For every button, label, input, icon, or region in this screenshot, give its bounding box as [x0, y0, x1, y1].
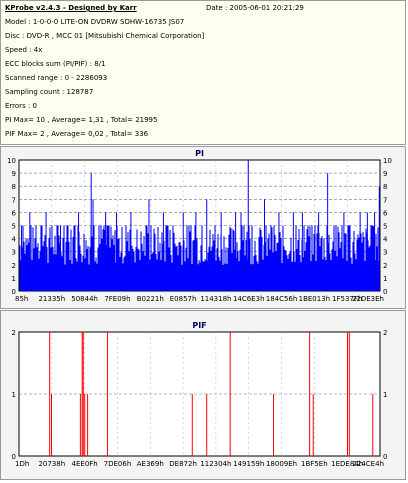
chart-title: PI: [195, 149, 204, 158]
app-title: KProbe v2.4.3 - Designed by Karr: [5, 4, 137, 12]
y-tick-label-right: 6: [383, 209, 388, 217]
pi-chart: PI 0 0 1 1 2 2 3 3 4 4 5 5 6 6 7 7 8 8 9 9 10 10 85h 21335h 50844…: [7, 149, 392, 303]
x-tick-label: B0221h: [137, 295, 164, 303]
y-tick-label-right: 10: [383, 157, 392, 165]
x-tick-label: 18009Eh: [266, 460, 297, 468]
info-pif-stats: PIF Max= 2 , Average= 0,02 , Total= 336: [5, 130, 149, 138]
info-range: Scanned range : 0 - 2286093: [5, 74, 108, 82]
scan-date: Date : 2005-06-01 20:21:29: [206, 4, 304, 12]
y-tick-label-left: 5: [12, 223, 16, 231]
info-sampling: Sampling count : 128787: [5, 88, 94, 96]
pif-chart: PIF 0 0 1 1 2 2 1Dh 20738h 4EE0Fh 7DE06h AE369h DE87…: [12, 321, 388, 468]
y-tick-label-right: 1: [383, 391, 387, 399]
y-tick-label-right: 7: [383, 196, 387, 204]
chart-title: PIF: [192, 321, 206, 330]
x-tick-label: 7FE09h: [104, 295, 130, 303]
y-tick-label-left: 9: [12, 170, 16, 178]
x-tick-label: 20738h: [38, 460, 65, 468]
x-tick-label: 1EDE84h: [331, 460, 363, 468]
info-pi-stats: PI Max= 10 , Average= 1,31 , Total= 2199…: [5, 116, 158, 124]
y-tick-label-right: 2: [383, 262, 387, 270]
x-tick-label: 4EE0Fh: [72, 460, 98, 468]
x-tick-label: 22DE3Eh: [352, 295, 384, 303]
y-tick-label-left: 8: [12, 183, 16, 191]
info-panel: KProbe v2.4.3 - Designed by Karr Date : …: [0, 0, 406, 145]
y-tick-label-right: 3: [383, 249, 387, 257]
y-tick-label-left: 0: [12, 288, 16, 296]
y-tick-label-right: 4: [383, 236, 388, 244]
y-tick-label-right: 9: [383, 170, 387, 178]
x-tick-label: 50844h: [71, 295, 98, 303]
x-tick-label: 1BF5Eh: [301, 460, 328, 468]
x-tick-label: 112304h: [200, 460, 231, 468]
x-tick-label: 1BE013h: [299, 295, 330, 303]
y-tick-label-right: 2: [383, 329, 387, 337]
y-tick-label-left: 4: [12, 236, 17, 244]
x-tick-label: 21335h: [38, 295, 65, 303]
x-tick-label: AE369h: [137, 460, 164, 468]
info-errors: Errors : 0: [5, 102, 37, 110]
y-tick-label-left: 0: [12, 453, 16, 461]
pif-chart-panel: PIF 0 0 1 1 2 2 1Dh 20738h 4EE0Fh 7DE06h AE369h DE87…: [0, 310, 406, 480]
pif-bars: [49, 332, 374, 456]
y-tick-label-left: 6: [12, 209, 17, 217]
y-tick-label-left: 3: [12, 249, 16, 257]
x-tick-label: DE872h: [169, 460, 197, 468]
pi-bars: [19, 160, 380, 291]
y-tick-label-left: 1: [12, 275, 16, 283]
x-tick-label: 14C6E3h: [233, 295, 265, 303]
y-tick-label-right: 0: [383, 288, 387, 296]
y-tick-label-right: 1: [383, 275, 387, 283]
y-tick-label-left: 7: [12, 196, 16, 204]
x-tick-label: 7DE06h: [104, 460, 132, 468]
y-tick-label-right: 0: [383, 453, 387, 461]
x-tick-label: 85h: [15, 295, 28, 303]
info-speed: Speed : 4x: [5, 46, 43, 54]
pi-chart-panel: PI 0 0 1 1 2 2 3 3 4 4 5 5 6 6 7 7 8 8 9 9 10 10 85h 21335h 50844…: [0, 146, 406, 309]
info-ecc: ECC blocks sum (PI/PIF) : 8/1: [5, 60, 106, 68]
x-tick-label: 224CE4h: [352, 460, 384, 468]
y-tick-label-left: 10: [7, 157, 16, 165]
y-tick-label-left: 1: [12, 391, 16, 399]
y-tick-label-left: 2: [12, 329, 16, 337]
y-tick-label-right: 8: [383, 183, 387, 191]
x-tick-label: 1F537Fh: [332, 295, 362, 303]
x-tick-label: 184C56h: [266, 295, 298, 303]
info-disc: Disc : DVD-R , MCC 01 [Mitsubishi Chemic…: [5, 32, 205, 40]
info-model: Model : 1-0-0-0 LITE-ON DVDRW SOHW-16735…: [5, 18, 185, 26]
x-tick-label: 1Dh: [15, 460, 29, 468]
y-tick-label-right: 5: [383, 223, 387, 231]
x-tick-label: E0857h: [170, 295, 197, 303]
x-tick-label: 149159h: [233, 460, 264, 468]
x-tick-label: 114318h: [200, 295, 231, 303]
y-tick-label-left: 2: [12, 262, 16, 270]
